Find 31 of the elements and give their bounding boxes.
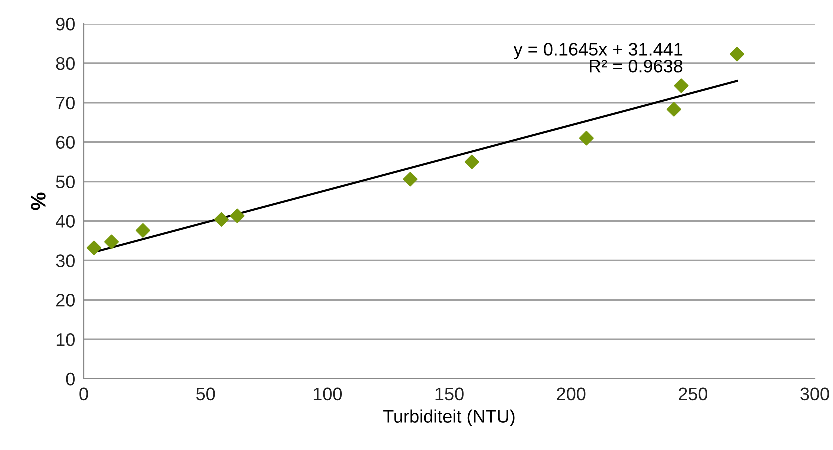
point xyxy=(104,234,120,250)
point xyxy=(230,208,245,224)
y-tick-label: 50 xyxy=(56,176,75,188)
y-tick-label: 80 xyxy=(56,57,75,70)
y-tick-label: 70 xyxy=(56,96,75,110)
point xyxy=(730,47,745,62)
y-tick-label: 10 xyxy=(56,333,75,346)
x-tick-label: 300 xyxy=(800,388,830,401)
y-tick-label: 0 xyxy=(66,372,75,386)
point xyxy=(136,223,150,238)
x-tick-label: 0 xyxy=(80,388,88,401)
x-tick-label: 150 xyxy=(436,388,464,401)
x-tick-label: 100 xyxy=(314,388,342,401)
x-tick-label: 250 xyxy=(679,388,708,401)
point xyxy=(674,78,689,94)
y-tick-label: 40 xyxy=(56,215,75,228)
point xyxy=(403,172,418,187)
x-axis-title: Turbiditeit (NTU) xyxy=(384,410,515,427)
y-tick-label: 60 xyxy=(56,136,75,150)
point xyxy=(579,131,594,146)
y-tick-label: 30 xyxy=(56,254,75,268)
annotation: y = 0.1645x + 31.441 R² = 0.9638 xyxy=(514,43,683,73)
y-tick-label: 20 xyxy=(56,294,75,307)
point xyxy=(464,154,480,170)
point xyxy=(86,240,102,256)
point xyxy=(666,102,682,117)
y-tick-label: 90 xyxy=(56,18,75,31)
y-axis-title: % xyxy=(31,192,46,210)
point xyxy=(214,212,229,227)
x-tick-label: 200 xyxy=(557,388,586,401)
x-tick-label: 50 xyxy=(196,388,216,401)
